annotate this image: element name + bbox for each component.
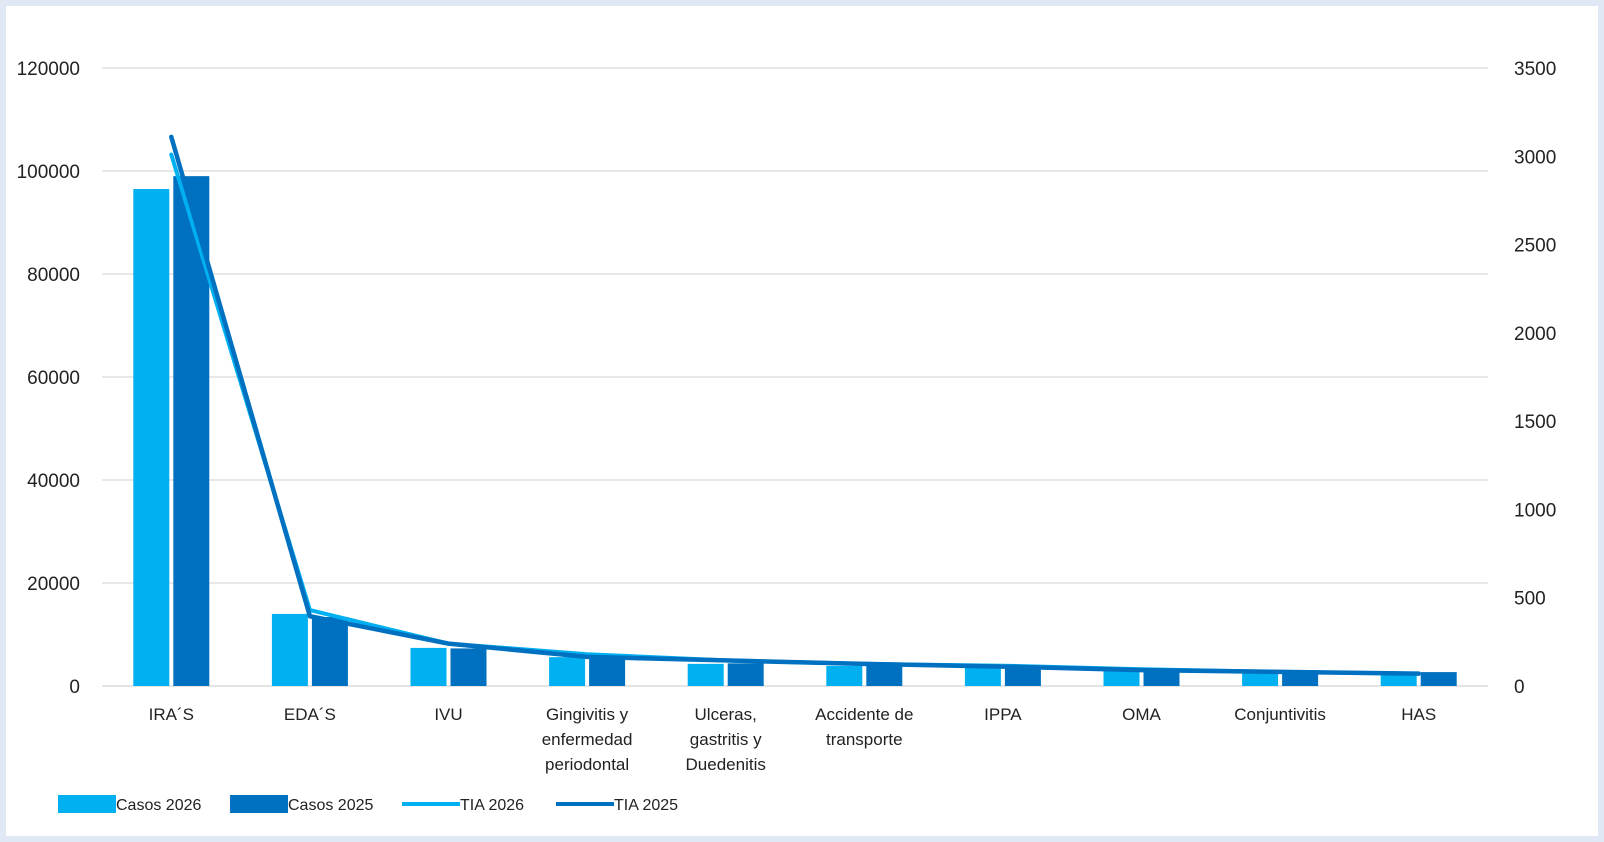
right-tick-label: 500 <box>1514 589 1546 610</box>
left-axis: 0 20000 40000 60000 80000 100000 120000 <box>17 59 80 698</box>
left-tick-label: 0 <box>69 677 80 698</box>
legend-label: TIA 2026 <box>460 797 524 814</box>
bar-casos-2025 <box>450 648 487 686</box>
point-tia-2025 <box>309 615 311 617</box>
point-tia-2025 <box>725 659 727 661</box>
point-tia-2025 <box>586 656 588 658</box>
right-tick-label: 3000 <box>1514 147 1556 168</box>
right-axis: 0 500 1000 1500 2000 2500 3000 3500 <box>1514 59 1556 698</box>
line-series <box>169 134 1421 676</box>
left-tick-label: 100000 <box>17 162 80 183</box>
bar-casos-2026 <box>964 667 1001 686</box>
point-tia-2025 <box>1002 666 1004 668</box>
legend-label: TIA 2025 <box>614 797 678 814</box>
category-label: IRA´S <box>149 705 194 724</box>
right-tick-label: 1500 <box>1514 412 1556 433</box>
category-label: EDA´S <box>284 705 336 724</box>
category-label: IVU <box>434 705 462 724</box>
combo-chart: 0 20000 40000 60000 80000 100000 120000 0 500 10… <box>17 59 1557 814</box>
point-tia-2025 <box>863 663 865 665</box>
gridlines <box>102 67 1488 687</box>
bar-casos-2026 <box>1103 671 1140 686</box>
left-tick-label: 60000 <box>27 368 80 389</box>
point-tia-2025 <box>1141 669 1142 671</box>
point-tia-2025 <box>1279 671 1281 673</box>
line-tia-2025 <box>169 134 1421 676</box>
point-tia-2025 <box>1418 673 1420 675</box>
bar-casos-2025 <box>589 657 626 686</box>
bar-casos-2026 <box>687 663 724 686</box>
bar-casos-2026 <box>410 647 447 686</box>
bar-casos-2025 <box>311 616 348 686</box>
bar-series <box>133 176 1457 686</box>
category-label: Gingivitis y enfermedad periodontal <box>542 705 633 774</box>
legend-label: Casos 2025 <box>288 797 373 814</box>
bar-casos-2025 <box>727 663 764 686</box>
category-label: HAS <box>1401 705 1436 724</box>
point-tia-2025 <box>170 136 172 138</box>
legend-swatch <box>58 795 116 813</box>
bar-casos-2025 <box>1004 666 1041 686</box>
category-label: Conjuntivitis <box>1234 705 1326 724</box>
category-label: IPPA <box>984 705 1022 724</box>
bar-casos-2025 <box>1420 672 1457 686</box>
right-tick-label: 2500 <box>1514 236 1556 257</box>
bar-casos-2025 <box>1282 672 1319 686</box>
category-label: Ulceras, gastritis y Duedenitis <box>686 705 766 774</box>
legend-swatch <box>230 795 288 813</box>
category-label: OMA <box>1122 705 1161 724</box>
right-tick-label: 2000 <box>1514 324 1556 345</box>
left-tick-label: 20000 <box>27 574 80 595</box>
point-tia-2026 <box>586 653 588 655</box>
legend-label: Casos 2026 <box>116 797 201 814</box>
right-tick-label: 0 <box>1514 677 1525 698</box>
bar-casos-2026 <box>826 665 863 686</box>
bar-casos-2026 <box>549 657 586 686</box>
line-tia-2026 <box>169 152 1421 676</box>
right-tick-label: 3500 <box>1514 59 1556 80</box>
left-tick-label: 80000 <box>27 265 80 286</box>
chart-frame: 0 20000 40000 60000 80000 100000 120000 0 500 10… <box>6 6 1598 836</box>
bar-casos-2025 <box>866 665 903 686</box>
bar-casos-2026 <box>133 189 170 686</box>
left-tick-label: 120000 <box>17 59 80 80</box>
legend: Casos 2026 Casos 2025 TIA 2026 TIA 2025 <box>58 795 678 814</box>
category-label: Accidente de transporte <box>815 705 913 749</box>
bar-casos-2026 <box>1242 673 1279 686</box>
bar-casos-2025 <box>1143 670 1180 686</box>
category-axis: IRA´S EDA´S IVU Gingivitis y enfermedad perio… <box>149 705 1437 774</box>
bar-casos-2026 <box>1380 674 1417 686</box>
point-tia-2026 <box>170 154 172 156</box>
bar-casos-2026 <box>271 613 308 686</box>
left-tick-label: 40000 <box>27 471 80 492</box>
right-tick-label: 1000 <box>1514 500 1556 521</box>
point-tia-2025 <box>448 643 449 645</box>
